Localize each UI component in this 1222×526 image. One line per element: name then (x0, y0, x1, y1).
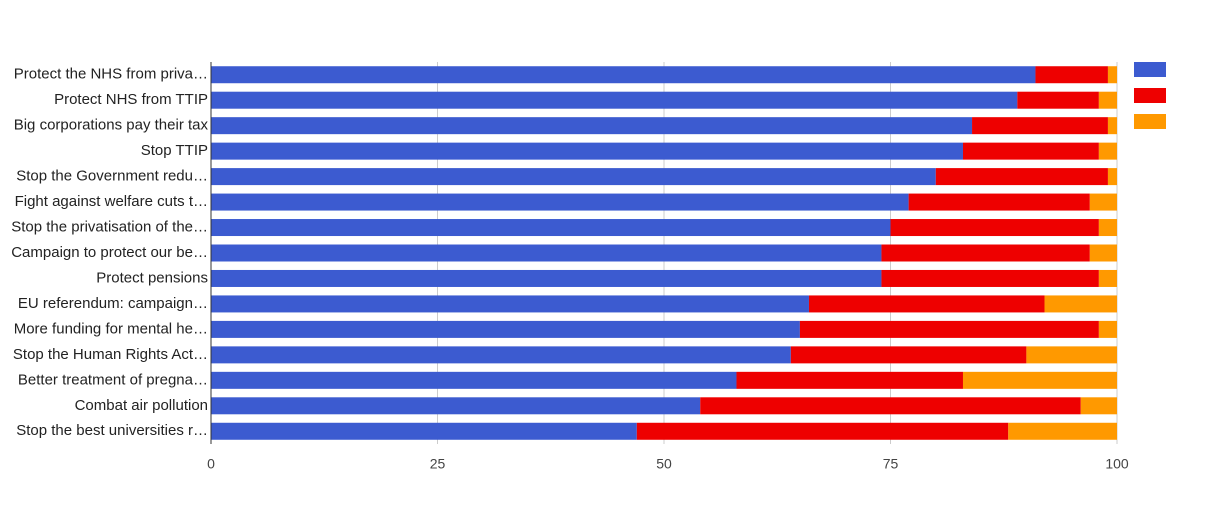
bar-segment (935, 168, 1108, 186)
y-tick-label: Stop TTIP (141, 142, 208, 159)
legend-swatch (1134, 62, 1166, 77)
bar-segment (1098, 219, 1117, 237)
y-tick-label: Big corporations pay their tax (14, 117, 209, 134)
bar-segment (1008, 422, 1117, 440)
y-tick-label: Stop the Government redu… (16, 168, 208, 185)
y-tick-label: Protect NHS from TTIP (54, 91, 208, 108)
bar-segment (211, 346, 791, 364)
bar-segment (908, 193, 1090, 211)
x-tick-label: 0 (207, 456, 215, 472)
y-tick-label: Campaign to protect our be… (11, 244, 208, 261)
bar-segment (790, 346, 1027, 364)
bar-segment (972, 117, 1108, 135)
bar-segment (211, 422, 637, 440)
x-tick-label: 100 (1105, 456, 1129, 472)
legend-swatch (1134, 88, 1166, 103)
bar-segment (211, 66, 1036, 84)
y-tick-label: Stop the privatisation of the… (11, 219, 208, 236)
bar-segment (1107, 168, 1117, 186)
y-tick-label: Stop the Human Rights Act… (13, 346, 208, 363)
x-tick-label: 50 (656, 456, 672, 472)
bar-segment (1098, 320, 1117, 338)
bar-segment (1098, 269, 1117, 287)
bar-segment (211, 269, 882, 287)
bar-segment (211, 320, 800, 338)
bar-segment (211, 168, 936, 186)
bar-segment (962, 371, 1117, 389)
bar-segment (1098, 142, 1117, 160)
bar-segment (211, 397, 701, 415)
y-tick-label: Combat air pollution (75, 397, 208, 414)
bar-segment (211, 117, 973, 135)
bar-segment (881, 244, 1090, 262)
y-tick-label: Protect the NHS from priva… (14, 66, 208, 83)
y-tick-label: More funding for mental he… (14, 320, 208, 337)
y-tick-label: Fight against welfare cuts t… (15, 193, 208, 210)
bar-segment (211, 219, 891, 237)
y-tick-label: Better treatment of pregna… (18, 371, 208, 388)
bar-segment (1107, 66, 1117, 84)
bar-segment (881, 269, 1099, 287)
bar-segment (1098, 91, 1117, 109)
x-tick-label: 75 (883, 456, 899, 472)
bar-segment (1089, 193, 1117, 211)
bar-segment (1107, 117, 1117, 135)
bar-segment (1089, 244, 1117, 262)
bar-segment (700, 397, 1081, 415)
bar-segment (808, 295, 1045, 313)
bar-segment (211, 295, 809, 313)
bar-segment (1044, 295, 1117, 313)
bar-segment (211, 193, 909, 211)
bar-segment (1026, 346, 1117, 364)
bar-segment (1017, 91, 1099, 109)
x-tick-label: 25 (430, 456, 446, 472)
bar-segment (211, 371, 737, 389)
legend-swatch (1134, 114, 1166, 129)
bar-segment (890, 219, 1099, 237)
bar-segment (211, 142, 963, 160)
bar-segment (211, 91, 1018, 109)
bar-segment (636, 422, 1009, 440)
bar-segment (962, 142, 1099, 160)
y-tick-label: Protect pensions (96, 269, 208, 286)
y-tick-label: EU referendum: campaign… (18, 295, 208, 312)
bar-segment (736, 371, 963, 389)
y-tick-label: Stop the best universities r… (16, 422, 208, 439)
bar-segment (1035, 66, 1108, 84)
bar-segment (211, 244, 882, 262)
bar-segment (1080, 397, 1117, 415)
bar-segment (799, 320, 1099, 338)
